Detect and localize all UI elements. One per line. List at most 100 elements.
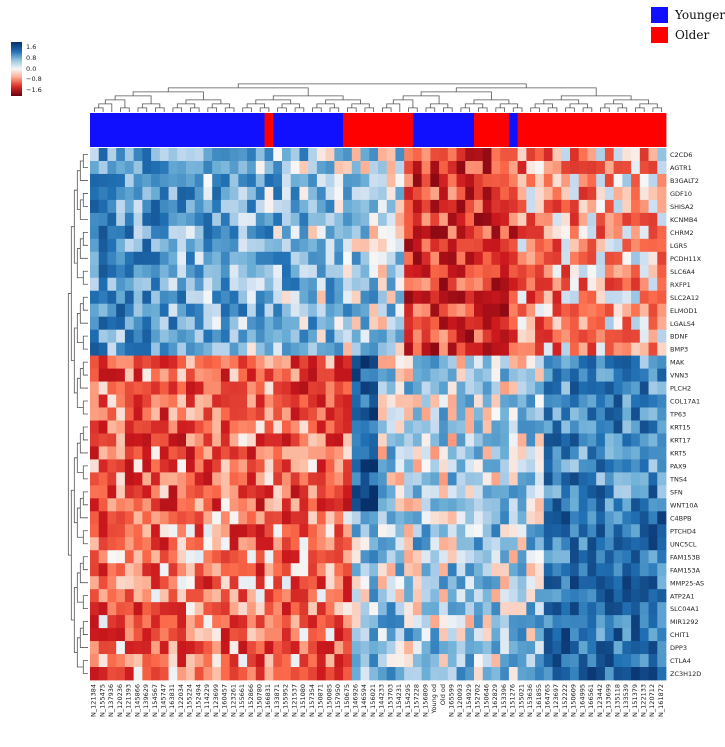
heatmap-cell: [290, 290, 300, 305]
heatmap-cell: [447, 329, 457, 344]
heatmap-cell: [404, 148, 414, 162]
heatmap-cell: [508, 251, 519, 266]
heatmap-cell: [282, 563, 292, 577]
heatmap-cell: [360, 342, 370, 357]
row-label: COL17A1: [670, 398, 700, 406]
heatmap-cell: [639, 355, 649, 369]
heatmap-cell: [334, 160, 344, 175]
heatmap-cell: [482, 524, 492, 538]
heatmap-cell: [308, 225, 318, 240]
heatmap-cell: [561, 433, 571, 447]
column-label: N_166831: [264, 684, 272, 717]
heatmap-cell: [229, 355, 239, 369]
heatmap-cell: [133, 355, 143, 369]
heatmap-cell: [596, 446, 606, 460]
heatmap-cell: [238, 394, 248, 408]
heatmap-cell: [325, 355, 335, 369]
heatmap-cell: [203, 290, 213, 305]
heatmap-cell: [273, 498, 283, 512]
heatmap-cell: [212, 264, 222, 279]
heatmap-cell: [439, 303, 449, 318]
heatmap-cell: [308, 381, 318, 395]
heatmap-cell: [395, 446, 405, 460]
heatmap-cell: [456, 420, 466, 434]
heatmap-cell: [142, 368, 152, 382]
heatmap-cell: [587, 602, 597, 616]
heatmap-cell: [508, 511, 519, 525]
heatmap-cell: [648, 511, 658, 525]
heatmap-cell: [447, 264, 457, 279]
heatmap-cell: [107, 160, 117, 175]
heatmap-cell: [247, 615, 257, 629]
heatmap-cell: [325, 563, 335, 577]
heatmap-cell: [325, 160, 335, 175]
heatmap-cell: [264, 290, 274, 305]
heatmap-cell: [124, 264, 135, 279]
heatmap-cell: [264, 329, 274, 344]
heatmap-cell: [212, 576, 222, 590]
heatmap-cell: [412, 498, 423, 512]
heatmap-cell: [596, 238, 606, 253]
heatmap-cell: [194, 602, 204, 616]
heatmap-cell: [142, 225, 152, 240]
heatmap-cell: [238, 667, 248, 681]
heatmap-cell: [264, 148, 274, 162]
heatmap-cell: [439, 563, 449, 577]
heatmap-cell: [508, 316, 519, 331]
heatmap-cell: [604, 576, 615, 590]
heatmap-cell: [229, 251, 239, 266]
heatmap-cell: [203, 173, 213, 188]
heatmap-cell: [299, 446, 309, 460]
heatmap-cell: [247, 186, 257, 201]
heatmap-cell: [404, 433, 414, 447]
heatmap-cell: [212, 225, 222, 240]
heatmap-cell: [203, 446, 213, 460]
group-bar-cell: [648, 113, 658, 147]
heatmap-cell: [290, 654, 300, 668]
heatmap-cell: [465, 212, 475, 227]
heatmap-cell: [500, 641, 510, 655]
heatmap-cell: [316, 615, 327, 629]
heatmap-cell: [273, 446, 283, 460]
group-bar-cell: [142, 113, 152, 147]
heatmap-cell: [98, 277, 108, 292]
heatmap-cell: [456, 316, 466, 331]
heatmap-cell: [482, 160, 492, 175]
heatmap-cell: [334, 472, 344, 486]
heatmap-cell: [596, 433, 606, 447]
heatmap-cell: [378, 472, 388, 486]
heatmap-cell: [517, 498, 527, 512]
heatmap-cell: [587, 511, 597, 525]
heatmap-cell: [552, 264, 562, 279]
heatmap-cell: [570, 615, 580, 629]
heatmap-cell: [203, 641, 213, 655]
heatmap-cell: [613, 537, 623, 551]
heatmap-cell: [596, 381, 606, 395]
row-label: GDF10: [670, 190, 692, 198]
heatmap-cell: [168, 472, 178, 486]
heatmap-cell: [203, 160, 213, 175]
heatmap-cell: [543, 316, 553, 331]
heatmap-cell: [351, 472, 361, 486]
heatmap-cell: [116, 290, 126, 305]
heatmap-cell: [351, 277, 361, 292]
heatmap-cell: [386, 472, 396, 486]
heatmap-cell: [159, 173, 169, 188]
heatmap-cell: [648, 160, 658, 175]
heatmap-cell: [142, 615, 152, 629]
heatmap-cell: [613, 550, 623, 564]
heatmap-cell: [421, 173, 431, 188]
heatmap-cell: [587, 251, 597, 266]
heatmap-cell: [264, 199, 274, 214]
heatmap-cell: [220, 199, 231, 214]
heatmap-cell: [194, 290, 204, 305]
heatmap-cell: [596, 602, 606, 616]
row-label: BDNF: [670, 333, 688, 341]
heatmap-cell: [587, 446, 597, 460]
heatmap-cell: [247, 433, 257, 447]
heatmap-cell: [500, 225, 510, 240]
heatmap-cell: [491, 472, 501, 486]
heatmap-cell: [247, 199, 257, 214]
heatmap-cell: [517, 329, 527, 344]
heatmap-cell: [229, 303, 239, 318]
